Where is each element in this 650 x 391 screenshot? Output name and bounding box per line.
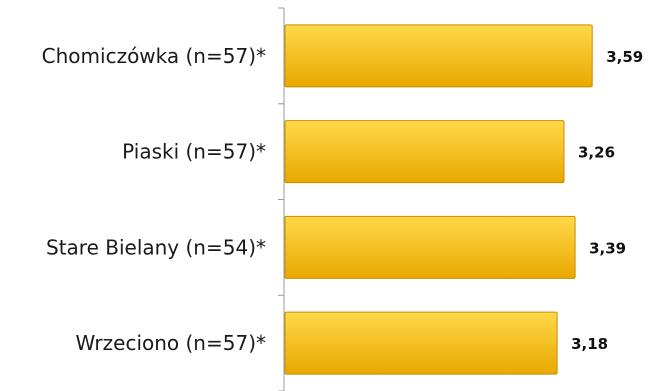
value-label-3: 3,18 (571, 335, 608, 353)
bar-0 (284, 24, 593, 88)
bar-3 (284, 311, 558, 375)
category-label-1: Piaski (n=57)* (122, 140, 266, 164)
category-label-2: Stare Bielany (n=54)* (46, 235, 266, 259)
value-label-1: 3,26 (578, 144, 615, 162)
category-label-3: Wrzeciono (n=57)* (76, 331, 266, 355)
bar-1 (284, 120, 565, 184)
bars-layer (284, 24, 593, 375)
category-axis (278, 7, 285, 391)
labels-layer: Chomiczówka (n=57)* 3,59 Piaski (n=57)* 3,2… (42, 44, 644, 355)
value-label-2: 3,39 (589, 239, 626, 257)
value-label-0: 3,59 (606, 48, 643, 66)
bar-2 (284, 215, 576, 279)
category-label-0: Chomiczówka (n=57)* (42, 44, 266, 68)
